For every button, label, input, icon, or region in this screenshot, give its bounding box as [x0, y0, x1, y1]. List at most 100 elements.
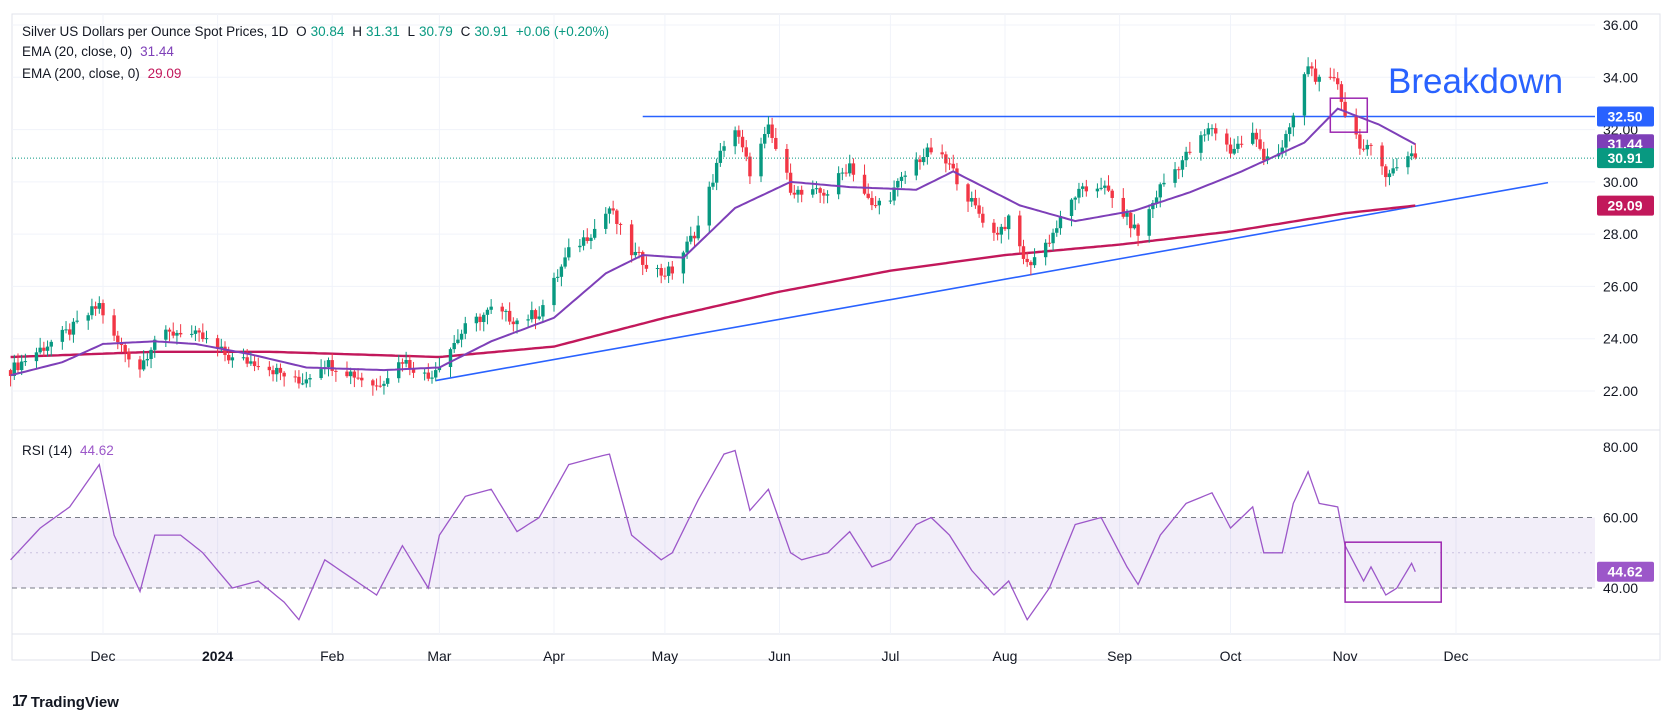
- candle-body: [947, 163, 952, 165]
- candle-body: [1121, 197, 1125, 217]
- candle-body: [1250, 132, 1255, 144]
- candle-body: [49, 341, 53, 347]
- candle-body: [1206, 128, 1211, 135]
- candle-body: [1343, 101, 1347, 116]
- candle-body: [892, 187, 896, 201]
- candle-body: [256, 366, 260, 368]
- candle-body: [1128, 212, 1133, 229]
- candle-body: [814, 188, 819, 190]
- candle-body: [896, 180, 900, 188]
- candle-body: [215, 338, 220, 349]
- candle-body: [408, 359, 412, 369]
- candle-body: [482, 314, 486, 323]
- candle-body: [426, 372, 431, 379]
- candle-body: [1291, 115, 1296, 128]
- chart-legend-title: Silver US Dollars per Ounce Spot Prices,…: [22, 24, 613, 39]
- candle-body: [944, 154, 948, 164]
- candle-body: [145, 358, 150, 361]
- ema200-legend[interactable]: EMA (200, close, 0) 29.09: [22, 66, 185, 81]
- candle-body: [977, 205, 981, 214]
- candle-body: [1077, 188, 1081, 198]
- candle-body: [1158, 184, 1162, 198]
- candle-body: [1358, 134, 1362, 149]
- candle-body: [93, 306, 98, 309]
- candle-body: [659, 268, 663, 276]
- candle-body: [1225, 133, 1229, 145]
- candle-body: [293, 376, 297, 378]
- candle-body: [278, 367, 283, 373]
- candle-body: [999, 226, 1004, 235]
- candle-body: [326, 360, 331, 368]
- candle-body: [1184, 151, 1188, 161]
- candle-body: [844, 172, 848, 174]
- breakdown-box: [1329, 97, 1369, 133]
- candle-body: [718, 150, 723, 163]
- candle-body: [655, 268, 660, 270]
- candle-body: [175, 332, 179, 336]
- candle-body: [1202, 134, 1207, 136]
- time-tick-label: Nov: [1333, 648, 1358, 664]
- candle-body: [1047, 242, 1052, 244]
- candle-body: [1018, 215, 1022, 247]
- ema20-label: EMA (20, close, 0): [22, 44, 133, 59]
- candle-body: [585, 237, 589, 241]
- breakdown-annotation: Breakdown: [1388, 62, 1564, 101]
- price-tick-label: 28.00: [1603, 226, 1638, 242]
- ema20-legend[interactable]: EMA (20, close, 0) 31.44: [22, 44, 178, 59]
- candle-body: [1310, 66, 1314, 69]
- candle-body: [489, 306, 493, 310]
- candle-body: [282, 372, 286, 377]
- candle-body: [352, 371, 357, 378]
- candle-body: [966, 184, 970, 202]
- candle-body: [1132, 224, 1137, 229]
- candle-body: [1147, 209, 1151, 236]
- candle-body: [459, 333, 464, 340]
- candle-body: [1151, 202, 1155, 210]
- candle-body: [230, 357, 235, 361]
- rsi-legend[interactable]: RSI (14) 44.62: [22, 443, 118, 458]
- candle-body: [644, 264, 649, 269]
- candle-body: [345, 371, 349, 377]
- candle-body: [297, 376, 301, 384]
- candle-body: [637, 251, 641, 253]
- open-value: 30.84: [310, 24, 345, 39]
- candle-body: [1413, 153, 1418, 158]
- candle-body: [537, 316, 541, 319]
- candle-body: [870, 197, 874, 206]
- candle-body: [877, 200, 882, 206]
- candle-body: [1032, 257, 1037, 266]
- candle-body: [1302, 74, 1307, 116]
- candle-body: [615, 210, 619, 224]
- rsi-tick-label: 60.00: [1603, 510, 1638, 526]
- candle-body: [1162, 182, 1166, 185]
- close-value: 30.91: [474, 24, 509, 39]
- candle-body: [670, 266, 674, 274]
- candle-body: [763, 134, 767, 144]
- candle-body: [1336, 78, 1340, 85]
- candle-body: [981, 213, 985, 223]
- candle-body: [116, 335, 120, 343]
- low-value: 30.79: [419, 24, 453, 39]
- time-tick-label: May: [652, 648, 678, 664]
- tradingview-brand[interactable]: 17 TradingView: [12, 693, 119, 711]
- candle-body: [1110, 190, 1114, 198]
- candle-body: [1080, 186, 1085, 189]
- candle-body: [1069, 199, 1074, 216]
- open-label: O: [296, 24, 307, 39]
- candle-body: [1025, 258, 1029, 263]
- high-value: 31.31: [365, 24, 400, 39]
- candle-body: [1406, 156, 1410, 168]
- price-axis-badge: [1597, 148, 1654, 169]
- candle-body: [245, 357, 249, 364]
- candle-body: [1210, 128, 1214, 130]
- candle-body: [1073, 197, 1077, 200]
- candle-body: [618, 223, 623, 225]
- candle-body: [404, 359, 408, 364]
- candle-body: [970, 197, 974, 202]
- price-tick-label: 22.00: [1603, 383, 1638, 399]
- candle-body: [90, 306, 94, 316]
- candle-body: [799, 189, 804, 195]
- candle-body: [995, 232, 1000, 235]
- ema200-label: EMA (200, close, 0): [22, 66, 140, 81]
